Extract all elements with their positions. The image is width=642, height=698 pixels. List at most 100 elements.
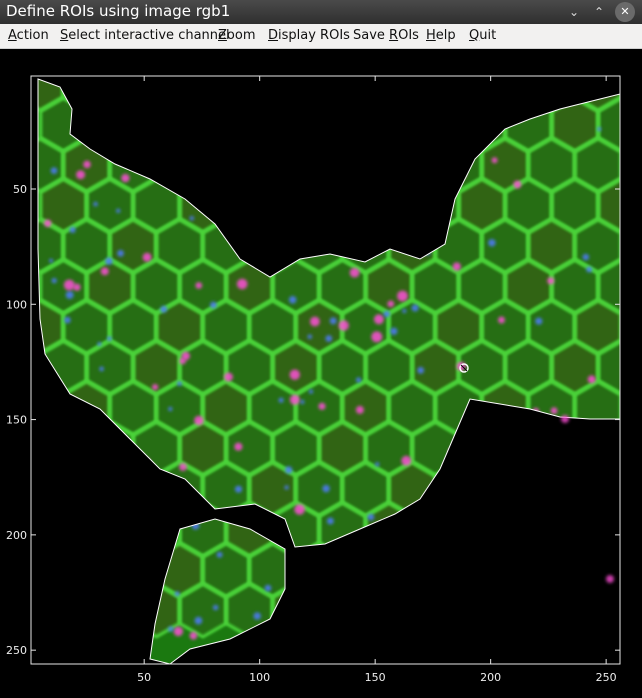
blue-spot bbox=[412, 304, 419, 311]
blue-spot bbox=[402, 309, 406, 313]
blue-spot bbox=[51, 167, 58, 174]
blue-spot bbox=[175, 591, 180, 596]
blue-spot bbox=[117, 250, 124, 257]
blue-spot bbox=[213, 605, 219, 611]
blue-spot bbox=[177, 381, 182, 386]
magenta-spot bbox=[453, 262, 461, 270]
magenta-spot bbox=[290, 395, 300, 405]
blue-spot bbox=[97, 342, 101, 346]
menu-help[interactable]: Help bbox=[426, 28, 456, 43]
magenta-spot bbox=[179, 463, 187, 471]
magenta-spot bbox=[492, 157, 498, 163]
blue-spot bbox=[308, 334, 313, 339]
magenta-spot bbox=[101, 267, 109, 275]
magenta-spot bbox=[606, 575, 614, 583]
blue-spot bbox=[265, 585, 272, 592]
blue-spot bbox=[64, 317, 71, 324]
magenta-spot bbox=[371, 331, 382, 342]
blue-spot bbox=[217, 552, 223, 558]
close-icon[interactable]: ✕ bbox=[615, 2, 635, 22]
blue-spot bbox=[309, 389, 313, 393]
blue-spot bbox=[535, 318, 542, 325]
blue-spot bbox=[70, 227, 76, 233]
magenta-spot bbox=[121, 174, 129, 182]
blue-spot bbox=[327, 518, 334, 525]
blue-spot bbox=[279, 398, 284, 403]
magenta-spot bbox=[174, 627, 184, 637]
menu-select-interactive-channel[interactable]: Select interactive channel bbox=[60, 28, 230, 43]
y-tick-label: 250 bbox=[6, 644, 27, 657]
x-tick-label: 200 bbox=[480, 671, 501, 684]
magenta-spot bbox=[64, 280, 75, 291]
blue-spot bbox=[285, 466, 292, 473]
y-tick-label: 100 bbox=[6, 298, 27, 311]
blue-spot bbox=[583, 254, 590, 261]
menu-action[interactable]: Action bbox=[8, 28, 49, 43]
magenta-spot bbox=[339, 320, 349, 330]
magenta-spot bbox=[374, 314, 384, 324]
blue-spot bbox=[168, 407, 172, 411]
minimize-icon[interactable]: ⌄ bbox=[564, 2, 584, 22]
blue-spot bbox=[93, 202, 98, 207]
magenta-spot bbox=[310, 317, 320, 327]
menu-quit[interactable]: Quit bbox=[469, 28, 496, 43]
magenta-spot bbox=[83, 161, 91, 169]
magenta-spot bbox=[547, 277, 554, 284]
blue-spot bbox=[356, 377, 361, 382]
blue-spot bbox=[284, 485, 288, 489]
magenta-spot bbox=[152, 384, 158, 390]
blue-spot bbox=[105, 257, 113, 265]
magenta-spot bbox=[194, 416, 204, 426]
menu-save-rois[interactable]: Save ROIs bbox=[353, 28, 419, 43]
blue-spot bbox=[107, 336, 112, 341]
blue-spot bbox=[116, 209, 120, 213]
blue-spot bbox=[210, 302, 217, 309]
blue-spot bbox=[168, 626, 174, 632]
magenta-spot bbox=[356, 406, 364, 414]
magenta-spot bbox=[397, 291, 408, 302]
magenta-spot bbox=[237, 279, 248, 290]
blue-spot bbox=[49, 259, 53, 263]
blue-spot bbox=[160, 306, 167, 313]
magenta-spot bbox=[513, 181, 521, 189]
maximize-icon[interactable]: ⌃ bbox=[589, 2, 609, 22]
magenta-spot bbox=[44, 220, 52, 228]
menu-display-rois[interactable]: Display ROIs bbox=[268, 28, 350, 43]
magenta-spot bbox=[294, 504, 305, 515]
window-titlebar[interactable]: Define ROIs using image rgb1 ⌄ ⌃ ✕ bbox=[0, 0, 642, 24]
magenta-spot bbox=[350, 268, 360, 278]
magenta-spot bbox=[143, 253, 152, 262]
blue-spot bbox=[190, 216, 195, 221]
magenta-spot bbox=[195, 282, 202, 289]
magenta-spot bbox=[318, 403, 325, 410]
blue-spot bbox=[322, 485, 330, 493]
x-tick-label: 50 bbox=[137, 671, 151, 684]
magenta-spot bbox=[588, 375, 596, 383]
y-tick-label: 50 bbox=[13, 183, 27, 196]
blue-spot bbox=[325, 335, 332, 342]
blue-spot bbox=[289, 296, 297, 304]
blue-spot bbox=[66, 291, 74, 299]
magenta-spot bbox=[76, 170, 85, 179]
x-tick-label: 250 bbox=[596, 671, 617, 684]
blue-spot bbox=[390, 328, 397, 335]
blue-spot bbox=[383, 311, 390, 318]
blue-spot bbox=[99, 367, 104, 372]
cell bbox=[180, 584, 226, 637]
y-tick-label: 200 bbox=[6, 529, 27, 542]
magenta-spot bbox=[561, 415, 569, 423]
blue-spot bbox=[488, 239, 496, 247]
blue-spot bbox=[330, 317, 337, 324]
blue-spot bbox=[375, 462, 379, 466]
menu-zoom[interactable]: Zoom bbox=[218, 28, 255, 43]
magenta-spot bbox=[190, 632, 198, 640]
x-tick-label: 100 bbox=[249, 671, 270, 684]
magenta-spot bbox=[551, 407, 558, 414]
magenta-spot bbox=[224, 373, 233, 382]
blue-spot bbox=[52, 278, 57, 283]
window-title: Define ROIs using image rgb1 bbox=[6, 2, 230, 20]
blue-spot bbox=[586, 267, 592, 273]
magenta-spot bbox=[498, 317, 505, 324]
